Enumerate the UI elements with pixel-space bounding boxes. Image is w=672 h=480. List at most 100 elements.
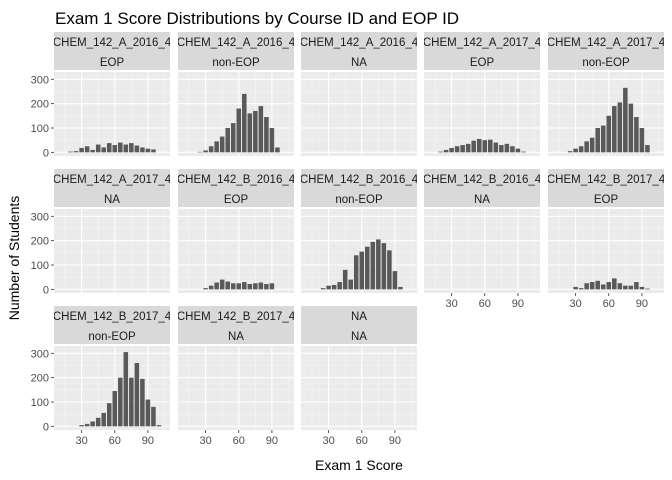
strip-course-label: CHEM_142_B_2017_4 (53, 311, 172, 323)
strip-course-bg (54, 169, 170, 189)
strip-course-label: CHEM_142_A_2017_4 (53, 174, 172, 186)
panel-background (54, 346, 170, 430)
histogram-bar (578, 146, 584, 153)
histogram-bar (499, 145, 504, 153)
histogram-bar (203, 288, 208, 290)
histogram-bar (123, 144, 129, 153)
histogram-bar (106, 403, 112, 427)
histogram-bar (510, 146, 515, 153)
histogram-bar (269, 128, 275, 153)
histogram-bar (634, 117, 639, 153)
panel-background (548, 209, 664, 293)
facet-panel: CHEM_142_B_2016_4 non-EOP (300, 169, 419, 293)
histogram-bar (225, 281, 230, 290)
strip-eop-bg (301, 326, 417, 344)
panel-background (178, 209, 294, 293)
strip-course-bg (178, 32, 294, 52)
y-tick-label: 300 (31, 348, 49, 360)
histogram-bar (253, 110, 258, 153)
strip-eop-bg (178, 52, 294, 70)
histogram-bar (236, 283, 242, 290)
strip-eop-bg (54, 326, 170, 344)
facet-panel: CHEM_142_B_2017_4 NA 30 60 90 (177, 306, 296, 447)
y-tick-label: 200 (31, 236, 49, 248)
strip-course-bg (178, 169, 294, 189)
histogram-bar (628, 285, 634, 290)
facet-panel: CHEM_142_B_2017_4 non-EOP 0 100 200 300 30 60 90 (31, 306, 172, 447)
histogram-bar (337, 282, 342, 290)
facet-panel: NA NA 30 60 90 (301, 306, 417, 447)
strip-eop-label: NA (351, 331, 367, 343)
facet-panel: CHEM_142_A_2017_4 NA 0 100 200 300 (31, 169, 172, 296)
histogram-bar (84, 146, 90, 153)
strip-course-label: CHEM_142_B_2016_4 (300, 174, 419, 186)
histogram-bar (242, 93, 247, 153)
histogram-bar (134, 145, 140, 153)
facet-panel: CHEM_142_B_2017_4 EOP 30 60 90 (547, 169, 666, 310)
histogram-bar (392, 271, 398, 290)
strip-eop-bg (54, 52, 170, 70)
strip-course-label: CHEM_142_A_2017_4 (547, 37, 666, 49)
histogram-bar (449, 147, 454, 153)
histogram-bar (606, 115, 612, 153)
histogram-bar (504, 143, 510, 153)
strip-eop-label: NA (474, 194, 490, 206)
strip-course-bg (301, 169, 417, 189)
histogram-bar (342, 269, 348, 290)
histogram-bar (208, 285, 214, 290)
histogram-bar (236, 108, 242, 153)
strip-eop-label: EOP (100, 57, 125, 69)
histogram-bar (90, 421, 95, 427)
histogram-bar (151, 406, 156, 427)
panel-background (301, 72, 417, 156)
panel-background (54, 209, 170, 293)
strip-course-label: CHEM_142_B_2017_4 (177, 311, 296, 323)
histogram-bar (471, 140, 476, 153)
histogram-bar (634, 282, 639, 290)
strip-eop-label: NA (351, 57, 367, 69)
histogram-bar (140, 378, 145, 427)
histogram-bar (219, 279, 225, 290)
histogram-bar (225, 128, 230, 153)
histogram-bar (376, 239, 381, 290)
histogram-bar (488, 139, 493, 153)
x-tick-label: 30 (569, 298, 581, 310)
x-tick-label: 30 (445, 298, 457, 310)
strip-course-bg (548, 32, 664, 52)
histogram-bar (578, 288, 584, 290)
histogram-bar (387, 250, 392, 290)
strip-course-label: CHEM_142_A_2016_4 (177, 37, 296, 49)
histogram-bar (208, 146, 214, 153)
strip-eop-label: non-EOP (212, 57, 260, 69)
histogram-bar (68, 151, 73, 153)
strip-course-label: CHEM_142_B_2016_4 (177, 174, 296, 186)
histogram-bar (365, 246, 370, 290)
histogram-bar (493, 142, 499, 153)
histogram-bar (573, 286, 578, 290)
histogram-bar (73, 151, 79, 153)
histogram-bar (219, 136, 225, 153)
strip-eop-bg (424, 189, 540, 207)
panel-background (301, 209, 417, 293)
x-tick-label: 60 (356, 435, 368, 447)
facet-panel: CHEM_142_A_2016_4 EOP 0 100 200 300 (31, 32, 170, 159)
histogram-bar (645, 145, 650, 153)
histogram-bar (515, 148, 521, 153)
strip-eop-label: non-EOP (88, 331, 136, 343)
strip-course-label: CHEM_142_B_2017_4 (547, 174, 666, 186)
strip-course-bg (54, 32, 170, 52)
histogram-bar (118, 142, 123, 153)
strip-course-bg (178, 306, 294, 326)
histogram-bar (482, 140, 488, 153)
chart-title: Exam 1 Score Distributions by Course ID … (55, 9, 459, 28)
histogram-bar (584, 283, 589, 290)
histogram-bar (101, 147, 106, 153)
panel-background (548, 72, 664, 156)
histogram-bar (617, 283, 623, 290)
strip-eop-bg (54, 189, 170, 207)
strip-eop-label: NA (104, 194, 120, 206)
y-tick-label: 100 (31, 397, 49, 409)
histogram-bar (79, 425, 84, 427)
histogram-bar (567, 151, 573, 153)
